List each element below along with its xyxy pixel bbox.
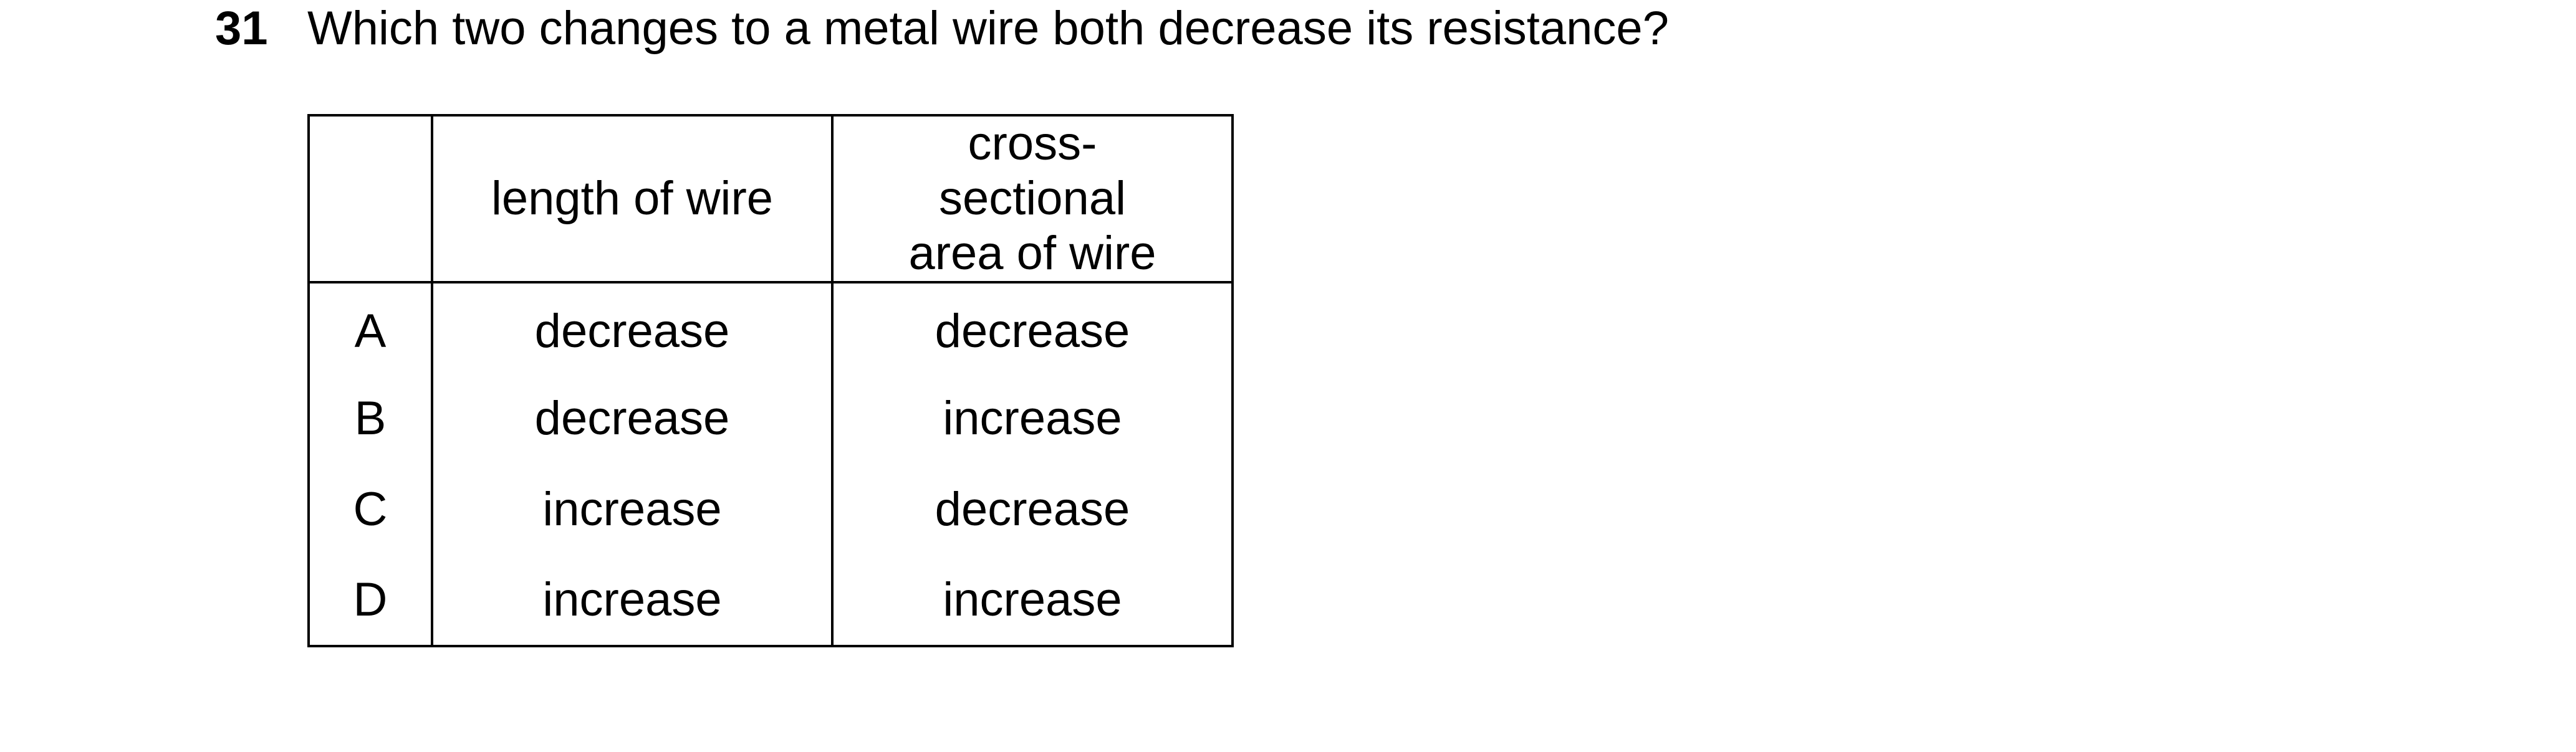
option-letter: A [354,305,387,358]
area-change-cell: increase [831,373,1233,464]
option-letter: B [354,392,387,445]
header-length-of-wire: length of wire [431,115,832,283]
length-change-cell: increase [431,555,832,646]
length-change-cell: increase [431,464,832,555]
area-change-cell: decrease [831,464,1233,555]
header-cross-sectional-area-label: cross-sectional area of wire [908,117,1156,280]
table-row: A decrease decrease [309,282,1233,373]
length-change-cell: decrease [431,282,832,373]
option-letter: C [353,483,388,536]
header-cross-sectional-area: cross-sectional area of wire [831,115,1233,283]
option-letter: D [353,573,388,626]
table-row: C increase decrease [309,464,1233,555]
header-option-cell [309,115,432,283]
question-text: Which two changes to a metal wire both d… [307,2,1669,55]
answer-options-table: length of wire cross-sectional area of w… [307,114,1234,647]
table-header-row: length of wire cross-sectional area of w… [309,115,1233,283]
area-change-cell: decrease [831,282,1233,373]
question-number: 31 [215,2,268,55]
length-change-cell: decrease [431,373,832,464]
table-row: B decrease increase [309,373,1233,464]
area-change-cell: increase [831,555,1233,646]
table-row: D increase increase [309,555,1233,646]
